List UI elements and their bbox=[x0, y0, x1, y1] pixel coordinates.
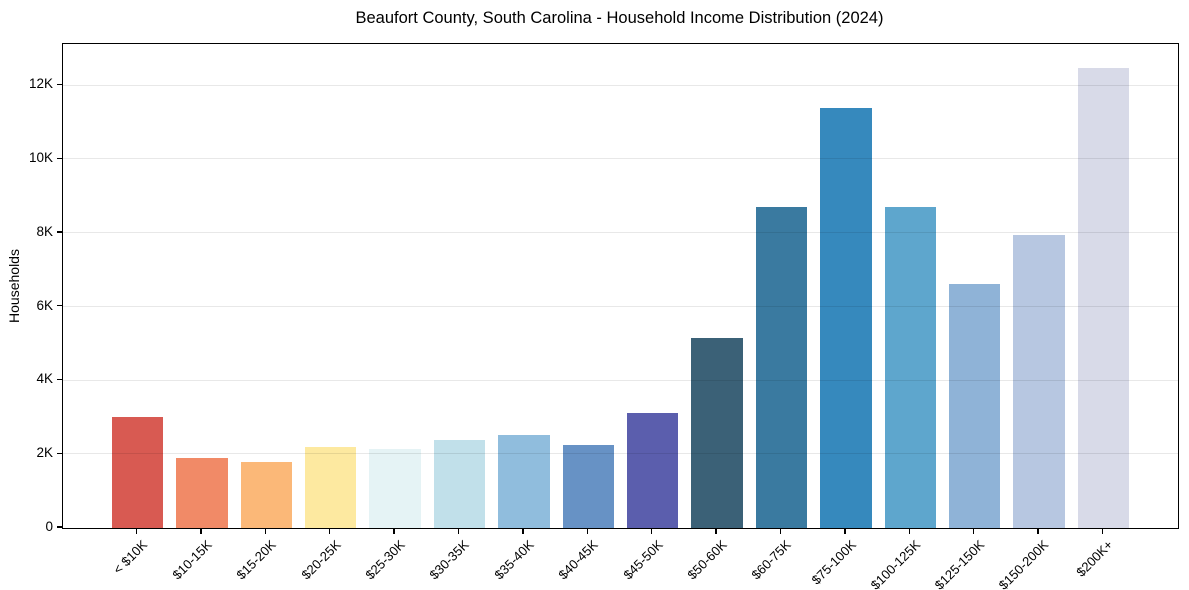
gridline bbox=[63, 453, 1178, 455]
x-tick-label: $75-100K bbox=[808, 537, 859, 588]
x-tick-label: $40-45K bbox=[555, 537, 601, 583]
x-tick-label: < $10K bbox=[110, 537, 151, 578]
bar-45-50k bbox=[626, 412, 679, 528]
x-tick-label: $50-60K bbox=[684, 537, 730, 583]
x-tick-label: $35-40K bbox=[491, 537, 537, 583]
bar-10k bbox=[111, 416, 164, 528]
x-tick-mark bbox=[844, 528, 846, 534]
bar-15-20k bbox=[240, 462, 293, 528]
bar-100-125k bbox=[884, 207, 937, 528]
bar-20-25k bbox=[304, 446, 357, 528]
y-tick-label: 12K bbox=[28, 76, 53, 92]
bar-200k bbox=[1077, 67, 1130, 528]
x-tick-label: $125-150K bbox=[931, 537, 988, 590]
x-tick-mark bbox=[973, 528, 975, 534]
x-tick-label: $200K+ bbox=[1073, 537, 1117, 580]
x-tick-label: $25-30K bbox=[362, 537, 408, 583]
plot-area bbox=[62, 43, 1179, 529]
y-tick-mark bbox=[57, 305, 62, 307]
bar-125-150k bbox=[948, 283, 1001, 528]
chart-title: Beaufort County, South Carolina - Househ… bbox=[355, 9, 884, 27]
x-tick-label: $15-20K bbox=[233, 537, 279, 583]
y-tick-mark bbox=[57, 526, 62, 528]
bar-40-45k bbox=[562, 445, 615, 528]
y-tick-mark bbox=[57, 378, 62, 381]
gridline bbox=[63, 84, 1178, 86]
x-tick-mark bbox=[586, 528, 588, 534]
y-tick-label: 2K bbox=[36, 445, 53, 461]
x-tick-mark bbox=[715, 528, 717, 534]
x-tick-mark bbox=[264, 528, 266, 534]
y-tick-mark bbox=[57, 157, 62, 159]
y-tick-mark bbox=[57, 83, 62, 86]
x-tick-label: $30-35K bbox=[426, 537, 473, 583]
bar-75-100k bbox=[820, 107, 872, 528]
x-tick-label: $45-50K bbox=[619, 537, 666, 583]
gridline bbox=[63, 379, 1178, 381]
bar-30-35k bbox=[433, 439, 486, 528]
x-tick-mark bbox=[779, 528, 782, 534]
x-tick-mark bbox=[1101, 528, 1104, 534]
bar-150-200k bbox=[1013, 234, 1065, 528]
x-tick-mark bbox=[522, 528, 524, 534]
bar-60-75k bbox=[755, 207, 808, 528]
gridline bbox=[63, 232, 1178, 233]
y-tick-label: 10K bbox=[28, 150, 53, 166]
bar-35-40k bbox=[498, 435, 550, 528]
x-tick-label: $150-200K bbox=[996, 537, 1052, 590]
y-tick-label: 0 bbox=[45, 519, 53, 534]
x-tick-mark bbox=[200, 528, 202, 534]
bar-50-60k bbox=[691, 338, 743, 528]
x-tick-mark bbox=[457, 528, 460, 534]
x-tick-mark bbox=[135, 528, 138, 534]
bar-10-15k bbox=[176, 457, 228, 528]
x-tick-mark bbox=[908, 528, 910, 534]
gridline bbox=[63, 158, 1178, 160]
y-tick-label: 6K bbox=[36, 297, 53, 313]
gridline bbox=[63, 305, 1178, 307]
x-tick-label: $60-75K bbox=[748, 537, 795, 583]
y-tick-label: 8K bbox=[36, 223, 53, 239]
x-tick-label: $20-25K bbox=[297, 537, 344, 583]
bar-25-30k bbox=[369, 449, 421, 528]
y-tick-label: 4K bbox=[36, 371, 53, 387]
y-tick-mark bbox=[57, 231, 62, 233]
x-tick-mark bbox=[329, 528, 331, 534]
x-tick-label: $10-15K bbox=[169, 537, 215, 583]
x-tick-mark bbox=[651, 528, 653, 534]
y-tick-mark bbox=[57, 452, 62, 454]
x-tick-mark bbox=[393, 528, 395, 534]
x-tick-label: $100-125K bbox=[867, 537, 923, 590]
x-tick-mark bbox=[1037, 528, 1039, 534]
